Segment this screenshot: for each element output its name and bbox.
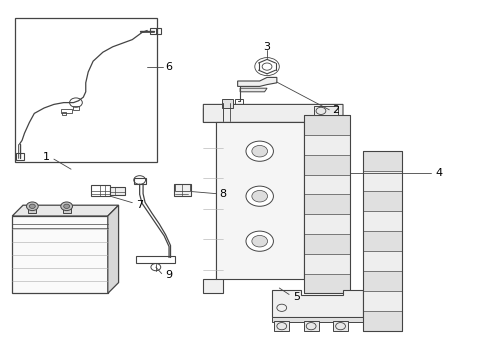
Bar xyxy=(304,321,318,331)
Circle shape xyxy=(61,202,73,211)
Bar xyxy=(314,106,338,115)
Bar xyxy=(363,231,402,251)
Bar xyxy=(304,115,350,135)
Bar xyxy=(304,194,350,214)
Bar xyxy=(304,175,350,194)
Bar xyxy=(15,18,157,162)
Bar xyxy=(304,135,350,155)
Polygon shape xyxy=(108,205,119,293)
Polygon shape xyxy=(238,77,277,86)
Bar xyxy=(304,234,350,254)
Bar xyxy=(136,256,175,263)
Bar xyxy=(363,271,402,291)
Circle shape xyxy=(252,235,268,247)
Bar xyxy=(304,115,350,293)
Text: 6: 6 xyxy=(166,62,172,72)
Bar xyxy=(28,206,36,213)
Bar xyxy=(73,106,79,110)
Bar xyxy=(304,254,350,274)
Bar xyxy=(110,187,125,195)
Text: 4: 4 xyxy=(435,168,442,178)
Circle shape xyxy=(246,231,273,251)
Bar xyxy=(91,185,110,196)
Circle shape xyxy=(29,204,35,208)
Bar xyxy=(363,251,402,271)
Polygon shape xyxy=(216,122,304,279)
Bar xyxy=(175,184,190,191)
Bar xyxy=(174,184,191,196)
Text: 3: 3 xyxy=(264,42,270,52)
Bar xyxy=(61,109,72,113)
Bar xyxy=(304,214,350,234)
Polygon shape xyxy=(240,88,267,92)
Text: 7: 7 xyxy=(136,200,143,210)
Polygon shape xyxy=(272,290,363,317)
Circle shape xyxy=(26,202,38,211)
Polygon shape xyxy=(12,205,119,216)
Bar xyxy=(63,206,71,213)
Text: 9: 9 xyxy=(166,270,172,280)
Circle shape xyxy=(64,204,70,208)
Text: 1: 1 xyxy=(43,152,50,162)
Bar xyxy=(363,151,402,171)
Bar xyxy=(363,211,402,231)
Text: 5: 5 xyxy=(293,292,300,302)
Bar xyxy=(12,216,108,293)
Bar xyxy=(235,99,243,108)
Bar xyxy=(363,291,402,311)
Polygon shape xyxy=(203,108,223,293)
Text: 8: 8 xyxy=(220,189,226,199)
Bar xyxy=(304,274,350,293)
Bar xyxy=(304,155,350,175)
Bar xyxy=(333,321,348,331)
Polygon shape xyxy=(203,104,343,122)
Bar xyxy=(150,28,161,34)
Bar xyxy=(363,191,402,211)
Bar xyxy=(363,311,402,331)
Bar xyxy=(16,153,24,160)
Bar xyxy=(134,178,146,184)
Polygon shape xyxy=(272,317,363,322)
Bar xyxy=(62,112,66,115)
Circle shape xyxy=(252,145,268,157)
Text: 2: 2 xyxy=(332,105,339,115)
Bar xyxy=(363,171,402,191)
Circle shape xyxy=(246,186,273,206)
Circle shape xyxy=(246,141,273,161)
Bar xyxy=(363,151,402,331)
Circle shape xyxy=(252,190,268,202)
Bar xyxy=(274,321,289,331)
Bar xyxy=(222,99,233,108)
